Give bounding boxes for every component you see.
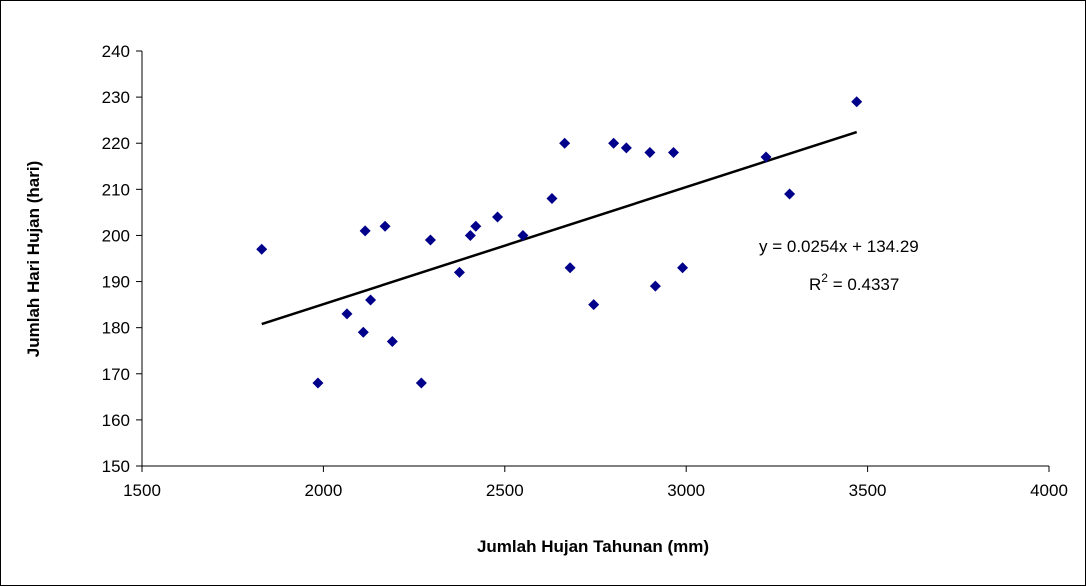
x-tick-label: 3500 [849, 481, 887, 500]
data-point [386, 336, 398, 347]
y-tick-label: 200 [102, 226, 130, 245]
data-point [341, 308, 353, 320]
data-point [312, 377, 324, 389]
data-point [588, 299, 600, 311]
y-axis-title: Jumlah Hari Hujan (hari) [24, 161, 43, 357]
x-tick-label: 2000 [304, 481, 342, 500]
x-axis-title: Jumlah Hujan Tahunan (mm) [477, 537, 709, 556]
data-point [760, 151, 772, 163]
data-point [564, 262, 576, 274]
data-point [784, 188, 796, 200]
data-point [256, 243, 268, 255]
x-tick-label: 4000 [1030, 481, 1068, 500]
data-point [365, 294, 377, 306]
data-point [644, 146, 656, 158]
data-point [470, 220, 482, 232]
data-point [620, 142, 632, 154]
y-tick-label: 180 [102, 319, 130, 338]
data-point [546, 193, 558, 205]
data-point [464, 229, 476, 241]
x-tick-label: 2500 [486, 481, 524, 500]
y-tick-label: 150 [102, 457, 130, 476]
data-points [256, 96, 863, 389]
data-point [359, 225, 371, 237]
trendline-equation: y = 0.0254x + 134.29 [759, 237, 919, 256]
y-tick-label: 240 [102, 42, 130, 61]
r-squared-exponent: 2 [821, 271, 828, 285]
data-point [851, 96, 863, 108]
data-point [517, 229, 529, 241]
x-tick-label: 3000 [667, 481, 705, 500]
axes [136, 50, 1050, 472]
data-point [492, 211, 504, 223]
r-squared-prefix: R [809, 275, 821, 294]
data-point [649, 280, 661, 292]
data-point [415, 377, 427, 389]
data-point [357, 326, 369, 338]
y-tick-label: 230 [102, 88, 130, 107]
y-tick-label: 160 [102, 411, 130, 430]
r-squared-label: R2 = 0.4337 [809, 271, 899, 294]
data-point [668, 146, 680, 158]
tick-labels: 150 160 170 180 190 200 210 220 230 240 1500 2000 25… [102, 42, 1068, 500]
data-point [453, 266, 465, 278]
data-point [379, 220, 391, 232]
data-point [424, 234, 436, 246]
y-tick-label: 210 [102, 180, 130, 199]
data-point [559, 137, 571, 149]
trendline [261, 130, 858, 326]
y-tick-label: 220 [102, 134, 130, 153]
y-tick-label: 170 [102, 365, 130, 384]
trendline-layer [261, 130, 858, 326]
data-point [677, 262, 689, 274]
r-squared-value: = 0.4337 [828, 275, 899, 294]
y-tick-label: 190 [102, 273, 130, 292]
data-point [608, 137, 620, 149]
x-tick-label: 1500 [123, 481, 161, 500]
